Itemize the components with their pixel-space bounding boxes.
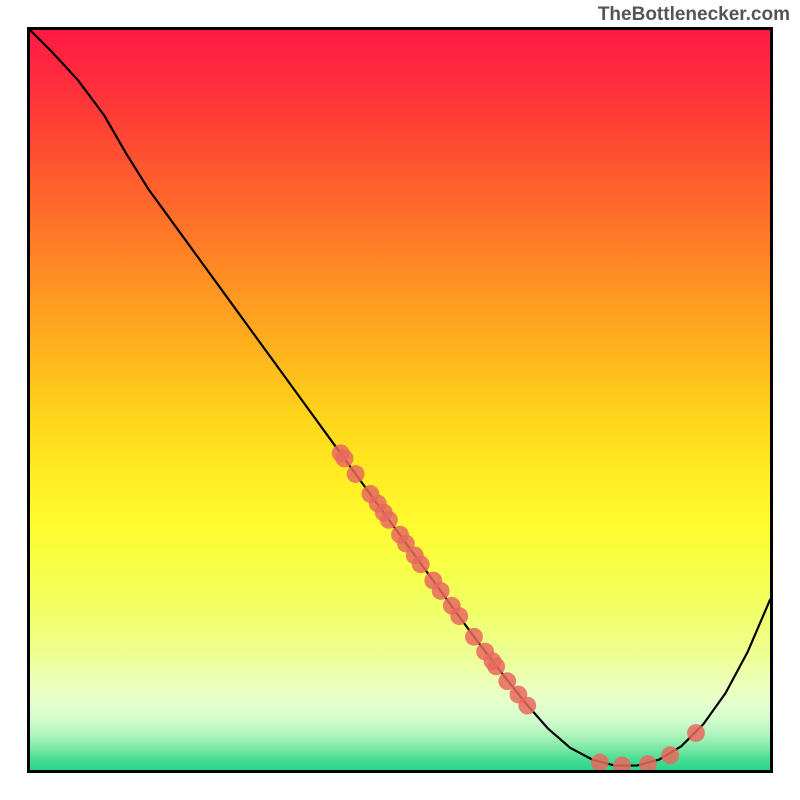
scatter-point (687, 724, 705, 742)
scatter-point (518, 697, 536, 715)
chart-background (30, 30, 770, 770)
scatter-point (432, 582, 450, 600)
scatter-point (450, 607, 468, 625)
chart-svg (30, 30, 770, 770)
chart-frame (27, 27, 773, 773)
scatter-point (380, 511, 398, 529)
watermark-text: TheBottlenecker.com (598, 4, 790, 26)
scatter-point (412, 555, 430, 573)
scatter-point (347, 465, 365, 483)
scatter-point (661, 746, 679, 764)
scatter-point (487, 657, 505, 675)
scatter-point (336, 450, 354, 468)
scatter-point (465, 628, 483, 646)
chart-area (30, 30, 770, 770)
